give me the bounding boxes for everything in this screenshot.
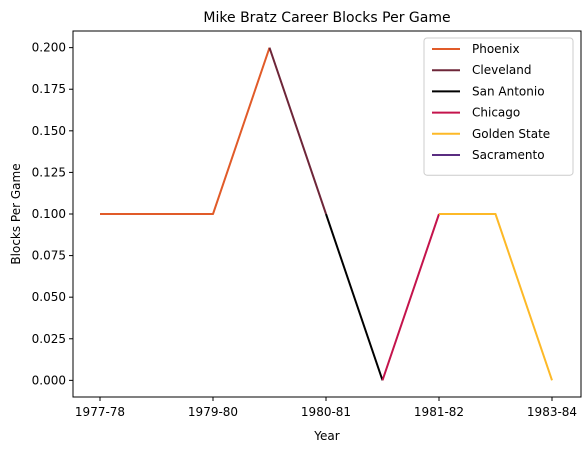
y-tick-label: 0.075 <box>32 249 66 263</box>
legend-box <box>423 37 574 176</box>
x-axis: 1977-781979-801980-811981-821983-841985-… <box>75 397 577 419</box>
x-tick-label: 1983-84 <box>527 405 577 419</box>
y-tick-label: 0.125 <box>32 165 66 179</box>
y-tick-label: 0.150 <box>32 124 66 138</box>
x-tick-label: 1980-81 <box>301 405 351 419</box>
x-tick-label: 1977-78 <box>75 405 125 419</box>
legend-label: Phoenix <box>472 42 520 56</box>
x-axis-title: Year <box>313 429 339 443</box>
y-axis: 0.000 0.025 0.050 0.075 0.100 0.125 0.150 0.175… <box>32 41 73 387</box>
x-tick-label: 1979-80 <box>188 405 238 419</box>
legend-label: Cleveland <box>472 63 532 77</box>
legend-label: Sacramento <box>472 148 545 162</box>
y-tick-label: 0.200 <box>32 41 66 55</box>
series-line-golden-state <box>439 213 553 381</box>
series-line-phoenix <box>100 47 271 215</box>
y-tick-label: 0.100 <box>32 207 66 221</box>
legend-label: Chicago <box>472 106 520 120</box>
y-tick-label: 0.025 <box>32 332 66 346</box>
legend-label: San Antonio <box>472 84 545 98</box>
plot-lines <box>100 47 553 381</box>
y-tick-label: 0.050 <box>32 290 66 304</box>
y-tick-label: 0.175 <box>32 82 66 96</box>
chart-title: Mike Bratz Career Blocks Per Game <box>203 10 450 26</box>
series-line-cleveland <box>268 47 327 215</box>
legend: Phoenix Cleveland San Antonio Chicago Golden… <box>423 37 574 176</box>
y-tick-label: 0.000 <box>32 373 66 387</box>
x-tick-label: 1981-82 <box>414 405 464 419</box>
y-axis-title: Blocks Per Game <box>9 163 23 264</box>
legend-label: Golden State <box>472 127 550 141</box>
series-line-san-antonio <box>325 213 384 381</box>
series-line-chicago <box>381 213 440 381</box>
